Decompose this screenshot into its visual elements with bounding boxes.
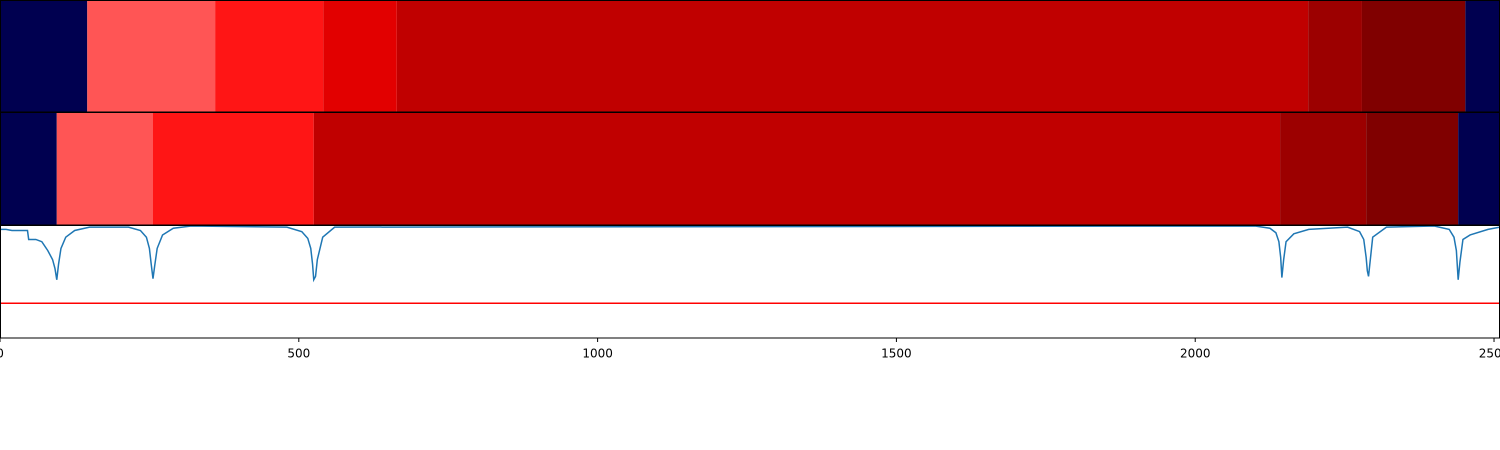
x-tick-label: 500 (287, 347, 310, 361)
segment (396, 1, 1309, 112)
segment (0, 1, 88, 112)
segment (1280, 113, 1367, 225)
x-tick-label: 2500 (1479, 347, 1500, 361)
x-tick-label: 0 (0, 347, 4, 361)
segment (87, 1, 216, 112)
segment (323, 1, 397, 112)
segment (313, 113, 1281, 225)
segment (1465, 1, 1500, 112)
segment (56, 113, 153, 225)
segment (1361, 1, 1466, 112)
line (0, 225, 1500, 283)
segment (1458, 113, 1500, 225)
x-tick-label: 1500 (881, 347, 912, 361)
plot-frame (0, 225, 1500, 339)
segment (1308, 1, 1362, 112)
segment (152, 113, 314, 225)
segment (0, 113, 57, 225)
segment (215, 1, 324, 112)
segment (1366, 113, 1459, 225)
x-tick-label: 2000 (1180, 347, 1211, 361)
x-tick-label: 1000 (582, 347, 613, 361)
